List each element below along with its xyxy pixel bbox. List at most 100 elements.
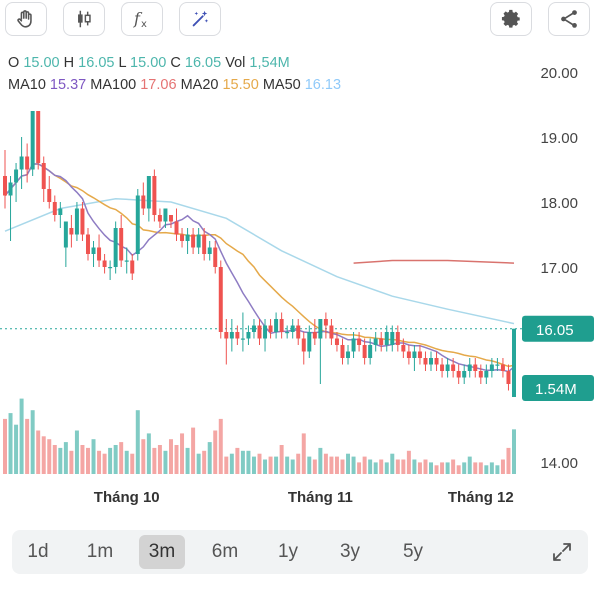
volume-bar bbox=[14, 424, 19, 474]
volume-bar bbox=[25, 418, 30, 474]
candle bbox=[323, 312, 328, 339]
candle bbox=[19, 137, 24, 189]
range-6m-button[interactable]: 6m bbox=[211, 541, 239, 562]
range-5y-button[interactable]: 5y bbox=[402, 541, 424, 562]
volume-bar bbox=[323, 453, 328, 474]
volume-bar bbox=[113, 445, 118, 474]
ma100-label: MA100 bbox=[90, 77, 137, 93]
candle bbox=[3, 150, 7, 209]
close-label: C bbox=[170, 55, 181, 71]
range-1d-button[interactable]: 1d bbox=[27, 541, 49, 562]
range-1m-button[interactable]: 1m bbox=[86, 541, 114, 562]
candle bbox=[390, 325, 395, 352]
volume-bar bbox=[97, 450, 102, 474]
candle bbox=[185, 228, 190, 254]
close-value: 16.05 bbox=[184, 55, 222, 71]
low-label: L bbox=[118, 55, 127, 71]
volume-bar bbox=[346, 453, 351, 474]
candle bbox=[373, 332, 378, 352]
candle bbox=[30, 111, 35, 176]
y-tick-label: 18.00 bbox=[540, 195, 578, 212]
volume-bar bbox=[362, 456, 367, 474]
volume-bar bbox=[246, 450, 251, 474]
candle bbox=[384, 325, 389, 352]
volume-bar bbox=[484, 465, 489, 474]
volume-bar bbox=[224, 456, 229, 474]
candle bbox=[152, 169, 157, 222]
candle bbox=[196, 228, 201, 254]
volume-bar bbox=[174, 445, 179, 474]
volume-bar bbox=[91, 439, 96, 474]
candle bbox=[146, 176, 151, 222]
ma50-value: 16.13 bbox=[304, 77, 342, 93]
volume-bar bbox=[257, 453, 262, 474]
candle bbox=[102, 254, 107, 274]
candle bbox=[91, 241, 96, 267]
candlestick-chart[interactable]: 20.00 19.00 18.00 17.00 14.00 1.54M 16.05 Tháng… bbox=[0, 0, 600, 520]
settings-button[interactable] bbox=[490, 2, 532, 36]
candle bbox=[467, 358, 472, 378]
candle bbox=[174, 208, 179, 241]
share-icon bbox=[561, 10, 577, 28]
candle bbox=[279, 312, 284, 339]
volume-bar bbox=[268, 456, 273, 474]
candle bbox=[8, 176, 13, 241]
hand-tool-button[interactable] bbox=[5, 2, 47, 36]
volume-bar bbox=[467, 456, 472, 474]
candle bbox=[368, 338, 373, 365]
candle bbox=[224, 319, 229, 365]
last-price-badge bbox=[522, 315, 594, 342]
candle bbox=[25, 143, 30, 183]
candle-type-button[interactable] bbox=[63, 2, 105, 36]
volume-bar bbox=[52, 445, 57, 474]
volume-bar bbox=[395, 459, 400, 474]
ma100-line bbox=[353, 259, 515, 264]
range-1y-button[interactable]: 1y bbox=[277, 541, 299, 562]
volume-bar bbox=[495, 465, 500, 474]
volume-bar bbox=[390, 453, 395, 474]
volume-bar bbox=[168, 439, 173, 474]
volume-bar bbox=[406, 450, 411, 474]
volume-bar bbox=[351, 456, 356, 474]
volume-bar bbox=[434, 465, 439, 474]
last-volume-badge bbox=[522, 375, 594, 401]
y-tick-label: 14.00 bbox=[540, 455, 578, 472]
range-3m-button[interactable]: 3m bbox=[139, 535, 185, 569]
volume-bar bbox=[478, 462, 483, 474]
candle bbox=[473, 358, 478, 378]
high-value: 16.05 bbox=[78, 55, 115, 71]
volume-bar bbox=[334, 456, 339, 474]
candle bbox=[97, 234, 102, 267]
volume-bar bbox=[163, 450, 168, 474]
volume-bar bbox=[135, 410, 140, 474]
candle bbox=[52, 195, 57, 222]
volume-bar bbox=[80, 445, 85, 474]
ohlc-legend: O 15.00 H 16.05 L 15.00 C 16.05 Vol 1,54… bbox=[8, 55, 290, 71]
share-button[interactable] bbox=[548, 2, 590, 36]
volume-bar bbox=[296, 453, 301, 474]
candle bbox=[41, 156, 46, 202]
candle bbox=[58, 202, 63, 228]
volume-bar bbox=[8, 413, 13, 474]
candle bbox=[395, 325, 400, 352]
volume-bar bbox=[36, 430, 41, 474]
expand-icon[interactable] bbox=[550, 540, 574, 564]
candle bbox=[334, 332, 339, 352]
svg-text:x: x bbox=[141, 19, 147, 30]
auto-draw-button[interactable] bbox=[179, 2, 221, 36]
range-3y-button[interactable]: 3y bbox=[339, 541, 361, 562]
open-value: 15.00 bbox=[23, 55, 60, 71]
low-value: 15.00 bbox=[130, 55, 167, 71]
volume-bar bbox=[69, 450, 74, 474]
volume-bar bbox=[384, 462, 389, 474]
candle bbox=[80, 202, 85, 241]
volume-bar bbox=[312, 459, 317, 474]
candle bbox=[157, 208, 162, 228]
volume-bar bbox=[58, 447, 63, 474]
candle bbox=[47, 176, 52, 209]
volume-bar bbox=[357, 462, 362, 474]
candle bbox=[346, 345, 351, 365]
candle bbox=[119, 215, 124, 267]
volume-bar bbox=[489, 462, 494, 474]
